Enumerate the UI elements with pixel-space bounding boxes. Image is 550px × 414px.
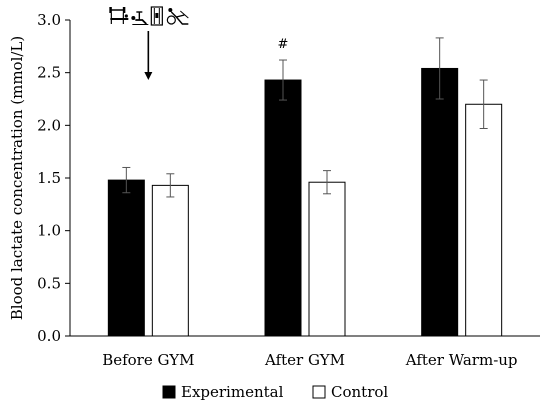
bar-experimental-after-gym (264, 79, 302, 337)
y-tick-label: 1.5 (37, 169, 61, 187)
legend-swatch (312, 385, 326, 399)
y-axis: 0.0 0.5 1.0 1.5 2.0 2.5 3.0 (37, 11, 71, 345)
y-tick-label: 0.0 (37, 327, 61, 345)
legend: Experimental Control (162, 383, 388, 401)
x-category-label: After Warm-up (405, 351, 518, 369)
y-axis-label: Blood lactate concentration (mmol/L) (8, 36, 26, 321)
y-tick-label: 2.0 (37, 116, 61, 134)
x-axis: Before GYM After GYM After Warm-up (70, 335, 540, 369)
bar-control-after-gym (308, 181, 346, 337)
x-category-label: Before GYM (102, 351, 194, 369)
annotations: # (278, 37, 289, 52)
rowing-machine-icon (166, 8, 189, 25)
y-tick-label: 1.0 (37, 222, 61, 240)
y-tick-label: 2.5 (37, 64, 61, 82)
bars (107, 67, 503, 337)
legend-label: Experimental (181, 383, 284, 401)
down-arrow-icon (144, 31, 153, 80)
bar-control-before-gym (151, 184, 189, 337)
bench-press-icon (131, 11, 149, 25)
bar-experimental-before-gym (107, 179, 145, 337)
legend-item-experimental: Experimental (162, 383, 284, 401)
bar-control-after-warm-up (465, 103, 503, 337)
y-tick-label: 3.0 (37, 11, 61, 29)
legend-label: Control (331, 383, 388, 401)
significance-marker: # (278, 37, 289, 52)
x-category-label: After GYM (264, 351, 345, 369)
gym-equipment-icons (109, 6, 189, 80)
legend-swatch (162, 385, 176, 399)
weightlifting-icon (109, 7, 129, 24)
error-bars (122, 37, 488, 198)
legend-item-control: Control (312, 383, 388, 401)
bar-experimental-after-warm-up (421, 67, 459, 337)
y-tick-label: 0.5 (37, 274, 61, 292)
leg-press-icon (150, 6, 163, 26)
